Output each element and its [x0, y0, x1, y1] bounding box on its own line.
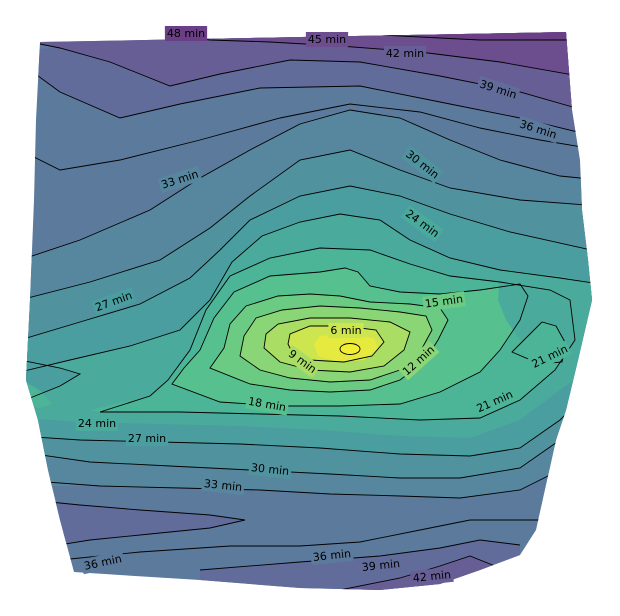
band-42-bottom	[340, 556, 500, 590]
contour-label-42: 42 min	[386, 47, 424, 60]
contour-27-left	[26, 359, 82, 399]
contour-label-bg	[527, 340, 573, 373]
contour-33-lower	[26, 439, 592, 499]
contour-label-42: 42 min	[412, 568, 451, 585]
band-center	[340, 343, 360, 355]
contour-label-bg	[244, 393, 290, 416]
contour-label-bg	[157, 165, 203, 194]
contour-label-48: 48 min	[167, 27, 205, 40]
contour-label-24: 24 min	[78, 417, 116, 430]
contour-label-6: 6 min	[330, 324, 361, 337]
contour-label-36: 36 min	[312, 547, 351, 564]
band-39-bottom	[200, 540, 520, 590]
contour-12	[239, 305, 433, 383]
contour-48	[109, 32, 590, 41]
contour-label-bg	[383, 46, 427, 61]
contour-label-bg	[421, 291, 466, 312]
contour-label-bg	[91, 287, 137, 316]
contour-label-bg	[515, 115, 561, 144]
contour-label-bg	[359, 555, 403, 576]
contour-label-bg	[310, 545, 354, 566]
contour-33	[26, 109, 592, 261]
contour-label-bg	[475, 75, 521, 104]
contour-27-lower	[26, 379, 592, 457]
contour-21	[99, 247, 576, 421]
contour-36-lower	[59, 519, 560, 561]
contour-label-bg	[397, 340, 440, 381]
contour-label-45: 45 min	[308, 33, 346, 46]
contour-39	[29, 69, 591, 136]
contour-label-30: 30 min	[250, 461, 289, 478]
contour-label-bg	[283, 345, 321, 379]
contour-lines	[26, 32, 592, 590]
contour-27	[26, 185, 592, 341]
contour-label-bg	[164, 26, 208, 41]
contour-label-bg	[472, 386, 518, 417]
contour-label-33: 33 min	[203, 477, 242, 494]
contour-label-bg	[400, 205, 444, 243]
contour-label-bg	[75, 416, 119, 431]
contour-36	[26, 103, 592, 171]
contour-label-bg	[201, 475, 245, 496]
contour-label-bg	[80, 550, 126, 575]
band-24-left	[26, 382, 52, 408]
band-39-left	[30, 500, 245, 548]
contour-30-lower	[26, 399, 592, 479]
band-48-top	[90, 32, 590, 40]
contour-24	[26, 213, 592, 373]
contour-label-bg	[125, 431, 169, 446]
contour-label-bg	[248, 459, 292, 480]
band-24-right	[498, 270, 592, 370]
contour-39-left	[29, 499, 246, 549]
contour-30	[26, 149, 592, 301]
contour-39-lower	[199, 539, 521, 571]
contour-label-bg	[305, 32, 349, 47]
contour-label-39: 39 min	[361, 557, 400, 574]
contour-label-bg	[328, 323, 364, 338]
contour-label-27: 27 min	[128, 432, 166, 445]
contour-label-bg	[401, 145, 444, 184]
contour-label-15: 15 min	[424, 292, 464, 310]
contour-label-bg	[410, 566, 454, 587]
contour-3	[339, 343, 361, 355]
contour-42-lower	[339, 555, 496, 590]
